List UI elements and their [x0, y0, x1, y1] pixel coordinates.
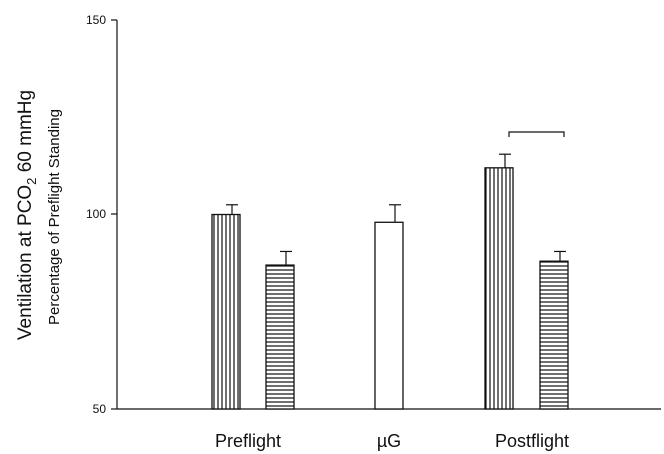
y-axis-title-subscript: 2: [24, 178, 39, 185]
y-axis-subtitle: Percentage of Preflight Standing: [46, 109, 63, 325]
bar-postflight-vertical-stripes: [484, 167, 514, 410]
bar-preflight-horizontal-stripes: [265, 264, 295, 410]
annotations-group: [508, 131, 565, 137]
bars-group: [211, 153, 569, 410]
y-axis-title-suffix: 60 mmHg: [15, 90, 36, 178]
significance-bracket: [508, 131, 565, 137]
category-label-preflight: Preflight: [215, 431, 281, 451]
category-label-postflight: Postflight: [495, 431, 569, 451]
bar-g-open: [374, 221, 404, 410]
bar-postflight-horizontal-stripes: [539, 260, 569, 410]
y-tick-label-100: 100: [86, 207, 106, 221]
bar-preflight-vertical-stripes: [211, 213, 241, 410]
category-label-microgravity: µG: [377, 431, 401, 451]
y-axis-title-prefix: Ventilation at PCO: [15, 185, 36, 340]
y-tick-label-150: 150: [86, 13, 106, 27]
y-tick-label-50: 50: [93, 402, 107, 416]
y-axis-title: Ventilation at PCO2 60 mmHg: [15, 90, 39, 340]
